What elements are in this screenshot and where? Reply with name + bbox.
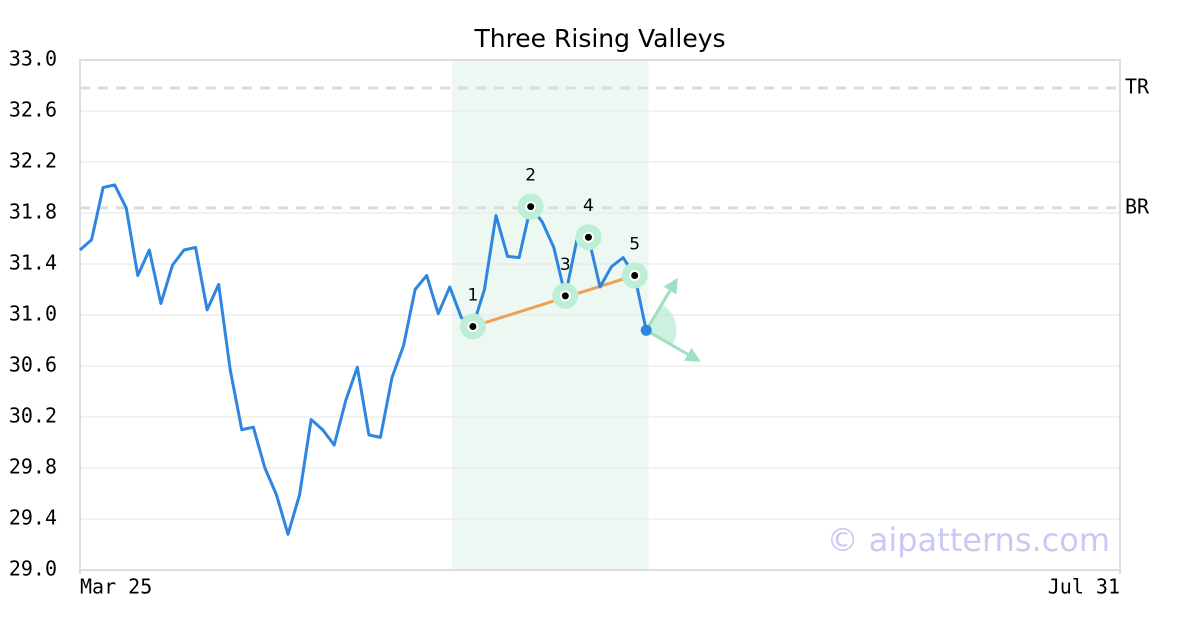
pattern-point xyxy=(559,290,571,302)
pattern-point-label: 1 xyxy=(467,285,478,305)
y-tick-label: 33.0 xyxy=(9,47,57,71)
y-tick-label: 32.2 xyxy=(9,149,57,173)
y-tick-label: 29.0 xyxy=(9,557,57,581)
y-tick-label: 29.4 xyxy=(9,506,57,530)
last-point xyxy=(640,324,652,336)
pattern-point-label: 5 xyxy=(629,234,640,254)
pattern-point xyxy=(629,269,641,281)
projection-arrow-down xyxy=(645,329,701,362)
plot-frame xyxy=(79,59,1121,571)
y-tick-label: 32.6 xyxy=(9,98,57,122)
y-tick-label: 31.8 xyxy=(9,200,57,224)
y-tick-label: 31.4 xyxy=(9,251,57,275)
level-label: BR xyxy=(1125,194,1150,218)
y-tick-label: 31.0 xyxy=(9,302,57,326)
x-tick-label: Mar 25 xyxy=(80,575,152,599)
chart-title: Three Rising Valleys xyxy=(473,24,725,53)
projection-wedge xyxy=(646,304,677,346)
pattern-point-label: 2 xyxy=(525,166,536,186)
level-label: TR xyxy=(1125,75,1150,99)
pattern-point-label: 4 xyxy=(583,196,594,216)
y-tick-label: 29.8 xyxy=(9,455,57,479)
y-tick-label: 30.2 xyxy=(9,404,57,428)
pattern-point xyxy=(467,320,479,332)
x-tick-label: Jul 31 xyxy=(1048,575,1120,599)
watermark: © aipatterns.com xyxy=(827,521,1110,559)
pattern-point xyxy=(582,231,594,243)
price-line xyxy=(79,183,648,536)
y-tick-label: 30.6 xyxy=(9,353,57,377)
pattern-point-label: 3 xyxy=(560,255,571,275)
projection-arrow-up xyxy=(644,277,678,332)
pattern-point xyxy=(525,201,537,213)
